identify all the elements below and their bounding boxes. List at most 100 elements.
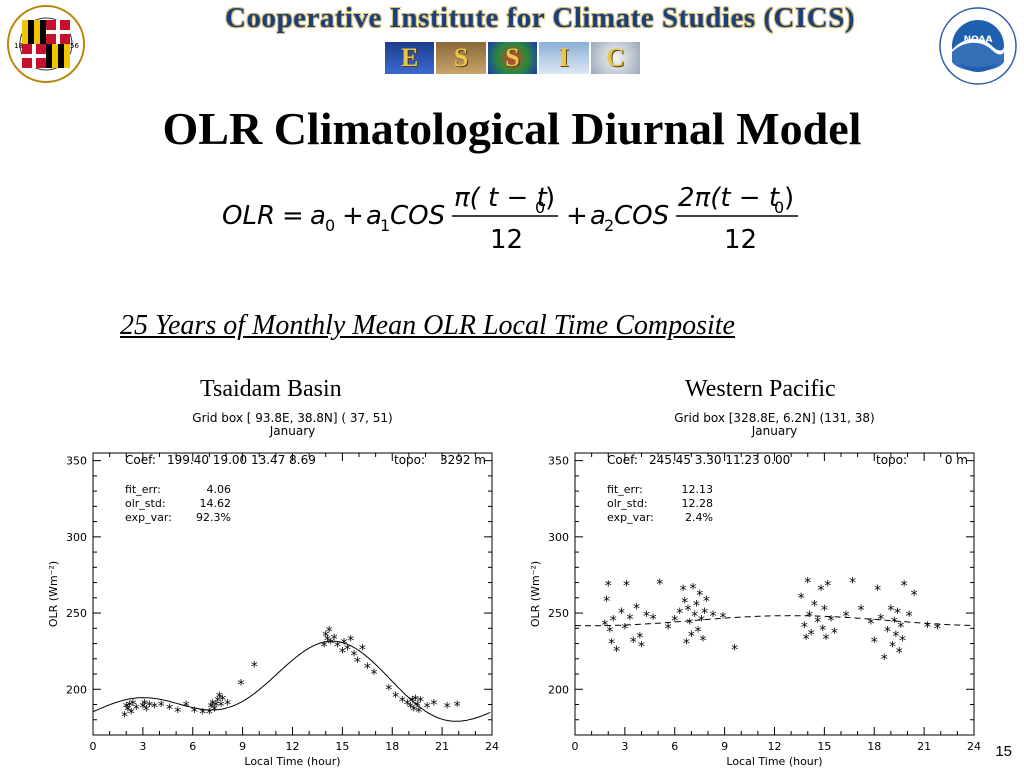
essic-tile-e: E	[385, 42, 435, 74]
data-point: *	[731, 643, 738, 659]
eq-num-1: π( t − t	[454, 183, 548, 213]
data-point: *	[326, 624, 333, 640]
data-point: *	[344, 643, 351, 659]
data-point: *	[191, 705, 198, 721]
fit-curve	[574, 615, 973, 627]
data-point: *	[811, 598, 818, 614]
coef-values: 199.40 19.00 13.47 8.69	[167, 453, 316, 467]
data-point: *	[430, 698, 437, 714]
data-point: *	[141, 698, 148, 714]
data-point: *	[698, 614, 705, 630]
chart-tsaidam-basin: Grid box [ 93.8E, 38.8N] ( 37, 51)Januar…	[47, 411, 499, 768]
coef-label: Coef:	[125, 453, 156, 467]
data-point: *	[454, 699, 461, 715]
essic-tile-c: C	[590, 42, 641, 74]
data-point: *	[814, 615, 821, 631]
data-point: *	[407, 701, 414, 717]
x-tick-label: 18	[867, 740, 881, 753]
data-point: *	[819, 623, 826, 639]
data-point: *	[690, 582, 697, 598]
data-point: *	[911, 588, 918, 604]
data-point: *	[339, 646, 346, 662]
data-point: *	[143, 704, 150, 720]
y-tick-label: 300	[66, 531, 87, 544]
x-tick-label: 6	[671, 740, 678, 753]
x-tick-label: 9	[239, 740, 246, 753]
topo-value: 3292 m	[440, 453, 486, 467]
y-tick-label: 200	[548, 683, 569, 696]
cics-banner-text: Cooperative Institute for Climate Studie…	[225, 2, 855, 34]
data-point: *	[354, 655, 361, 671]
data-point: *	[899, 633, 906, 649]
data-point: *	[213, 699, 220, 715]
data-point: *	[415, 705, 422, 721]
data-point: *	[823, 632, 830, 648]
slide-title: OLR Climatological Diurnal Model	[162, 103, 862, 154]
y-axis-label: OLR (Wm⁻²)	[529, 561, 542, 627]
data-point: *	[867, 617, 874, 633]
data-point: *	[671, 614, 678, 630]
data-point: *	[906, 609, 913, 625]
data-point: *	[158, 699, 165, 715]
data-point: *	[881, 652, 888, 668]
data-point: *	[824, 579, 831, 595]
data-point: *	[359, 643, 366, 659]
data-point: *	[700, 633, 707, 649]
data-point: *	[676, 606, 683, 622]
topo-label: topo:	[394, 453, 425, 467]
eq-cos-1: COS	[390, 201, 445, 231]
eq-num-2-close: )	[784, 183, 794, 213]
fit-curve	[92, 640, 491, 722]
data-point: *	[831, 626, 838, 642]
data-point: *	[218, 699, 225, 715]
x-tick-label: 21	[435, 740, 449, 753]
chart-title: Grid box [328.8E, 6.2N] (131, 38)	[674, 411, 874, 425]
data-point: *	[605, 579, 612, 595]
eq-a0: a	[310, 201, 326, 231]
data-point: *	[656, 577, 663, 593]
x-tick-label: 21	[917, 740, 931, 753]
data-point: *	[139, 701, 146, 717]
coef-values: 245.45 3.30 11.23 0.00	[649, 453, 790, 467]
eq-den-1: 12	[490, 225, 523, 255]
data-point: *	[219, 693, 226, 709]
data-point: *	[216, 690, 223, 706]
data-point: *	[351, 649, 358, 665]
coef-label: Coef:	[607, 453, 638, 467]
data-point: *	[828, 614, 835, 630]
data-point: *	[124, 704, 131, 720]
eq-a1-sub: 1	[380, 216, 390, 235]
exp-var-label: exp_var:	[125, 511, 172, 524]
slide-subtitle: 25 Years of Monthly Mean OLR Local Time …	[120, 310, 735, 341]
data-point: *	[211, 704, 218, 720]
data-point: *	[842, 609, 849, 625]
noaa-logo-text: NOAA	[964, 35, 993, 45]
data-point: *	[806, 609, 813, 625]
olr-equation: OLR = a 0 + a 1 COS π( t − t 0 ) 12 + a …	[222, 183, 798, 255]
data-point: *	[392, 690, 399, 706]
data-point: *	[206, 707, 213, 723]
data-point: *	[183, 699, 190, 715]
fit-err-value: 4.06	[207, 483, 232, 496]
data-point: *	[199, 707, 206, 723]
data-point: *	[324, 633, 331, 649]
essic-tile-s1: S	[436, 42, 486, 74]
data-point: *	[719, 611, 726, 627]
data-point: *	[618, 606, 625, 622]
noaa-logo: NOAA	[939, 7, 1017, 85]
data-point: *	[681, 595, 688, 611]
data-point: *	[894, 606, 901, 622]
y-tick-label: 350	[548, 455, 569, 468]
chart-title: Grid box [ 93.8E, 38.8N] ( 37, 51)	[192, 411, 392, 425]
data-point: *	[214, 694, 221, 710]
umd-seal-logo: 18 56	[7, 5, 85, 83]
eq-num-2: 2π(t − t	[678, 183, 780, 213]
y-tick-label: 350	[66, 455, 87, 468]
data-point: *	[322, 629, 329, 645]
eq-den-2: 12	[724, 225, 757, 255]
data-point: *	[341, 637, 348, 653]
eq-equals: =	[282, 201, 304, 231]
data-point: *	[633, 601, 640, 617]
data-point: *	[146, 699, 153, 715]
eq-cos-2: COS	[614, 201, 669, 231]
